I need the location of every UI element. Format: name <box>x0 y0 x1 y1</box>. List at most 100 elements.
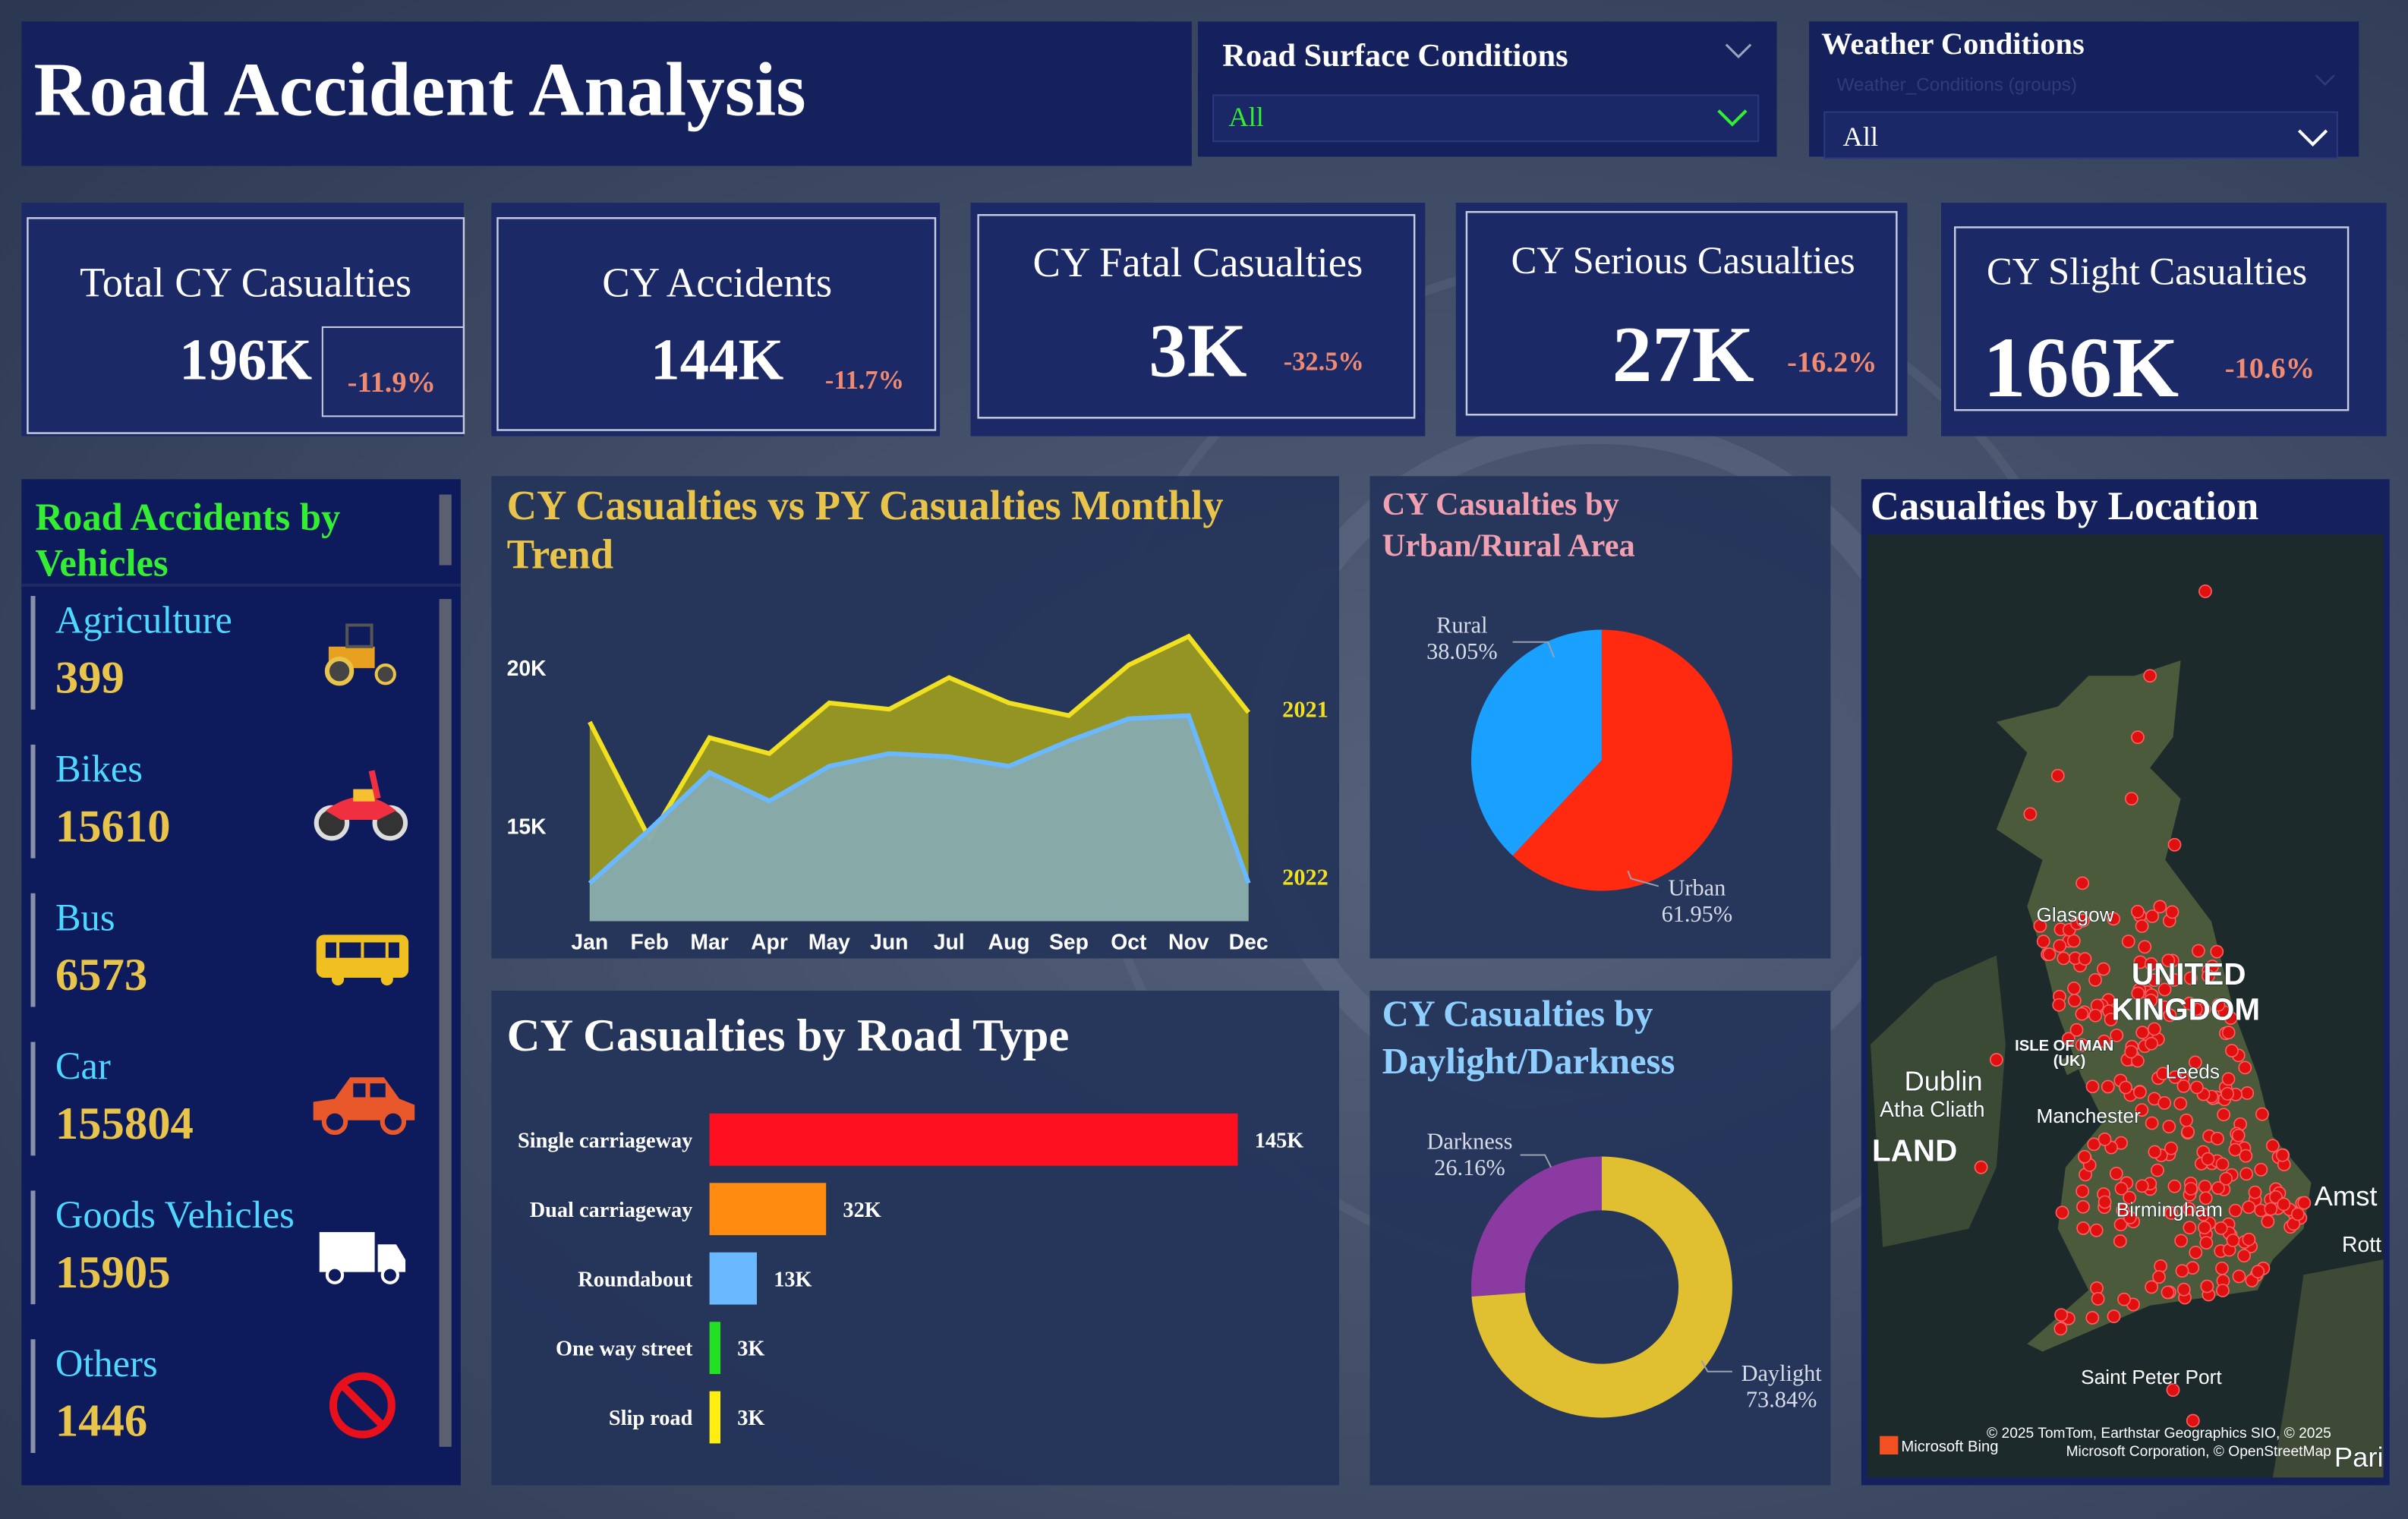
vehicle-value: 399 <box>55 652 124 703</box>
map-dot <box>2052 997 2066 1012</box>
vehicle-value: 6573 <box>55 950 147 1001</box>
item-accent <box>30 596 36 710</box>
map-label: Birmingham <box>2116 1198 2223 1221</box>
map-dot <box>2211 997 2226 1012</box>
map-dot <box>2221 1072 2236 1086</box>
slice <box>1471 1156 1732 1418</box>
map-dot <box>2109 1167 2123 1180</box>
map-dot <box>2188 1055 2202 1070</box>
map-dot <box>2201 1152 2215 1166</box>
icon-part <box>380 1265 399 1284</box>
map-label: Dublin <box>1904 1066 1982 1097</box>
map-dot <box>2033 919 2047 933</box>
map-dot <box>2124 792 2139 805</box>
map-dot <box>2130 1054 2145 1068</box>
slice-value: 26.16% <box>1434 1155 1505 1180</box>
map-dot <box>2036 934 2050 949</box>
icon-part <box>380 972 393 986</box>
map-dot <box>2075 1038 2089 1052</box>
map-dot <box>2075 1184 2090 1199</box>
map-dot <box>2240 1086 2255 1100</box>
map-attribution: Microsoft Corporation, © OpenStreetMap <box>2066 1444 2331 1460</box>
kpi-value: 166K <box>1983 320 2179 415</box>
filter-dropdown[interactable] <box>1823 111 2338 159</box>
map-dot <box>2075 876 2090 890</box>
x-tick-label: Sep <box>1049 930 1089 954</box>
map-dot <box>2097 1034 2111 1048</box>
icon-part <box>380 1108 407 1135</box>
map-dot <box>2237 1249 2251 1263</box>
kpi-label: CY Slight Casualties <box>1987 250 2307 292</box>
road-type-panel <box>491 991 1340 1486</box>
map-dot <box>2202 969 2215 983</box>
map-dot <box>2088 1008 2103 1023</box>
map-dot <box>2220 1086 2235 1101</box>
map-dot <box>2189 1080 2204 1095</box>
x-tick-label: Feb <box>631 930 669 954</box>
kpi-change: -11.9% <box>348 367 436 399</box>
filter-placeholder: Weather_Conditions (groups) <box>1836 74 2077 95</box>
map-dot <box>2121 934 2135 949</box>
map-dot <box>2167 1179 2182 1193</box>
map-dot <box>2131 986 2145 1001</box>
kpi-card <box>1941 203 2387 436</box>
kpi-card <box>1455 203 1908 436</box>
map-dot <box>2238 1060 2252 1075</box>
map-dot <box>2264 1202 2278 1216</box>
value-label: 3K <box>737 1338 764 1361</box>
vehicle-value: 1446 <box>55 1396 147 1447</box>
map <box>1870 585 2384 1478</box>
map-label: Glasgow <box>2036 903 2114 926</box>
kpi-box <box>321 326 465 418</box>
map-dot <box>2239 1167 2254 1181</box>
item-accent <box>30 1339 36 1453</box>
map-dot <box>1974 1160 1988 1174</box>
map-label: (UK) <box>2053 1053 2086 1070</box>
map-dot <box>2152 1270 2166 1284</box>
map-dot <box>2135 919 2149 933</box>
scrollbar[interactable] <box>439 494 452 566</box>
map-label: Manchester <box>2036 1105 2141 1127</box>
kpi-border <box>496 217 937 431</box>
map-dot <box>2117 1292 2131 1306</box>
scrollbar[interactable] <box>439 599 452 1447</box>
map-dot <box>2184 1182 2198 1196</box>
map-dot <box>2110 1028 2124 1042</box>
vehicle-icon <box>313 1077 415 1135</box>
map-dot <box>2265 1139 2280 1153</box>
map-dot <box>2167 837 2182 852</box>
item-accent <box>30 893 36 1007</box>
map-dot <box>2089 1223 2104 1237</box>
map-dot <box>2228 1142 2243 1157</box>
icon-part <box>324 656 355 686</box>
icon-part <box>345 623 373 648</box>
filter-chevron <box>2297 129 2328 147</box>
map-dot <box>2042 947 2057 962</box>
map-dot <box>2242 1200 2256 1215</box>
filter-chevron <box>1725 43 1752 59</box>
map-dot <box>2216 1284 2230 1297</box>
map-dot <box>2232 1269 2246 1284</box>
land-ireland <box>1870 955 2006 1247</box>
kpi-label: CY Serious Casualties <box>1511 239 1855 282</box>
vehicle-icon <box>324 623 396 686</box>
x-tick-label: Apr <box>751 930 788 954</box>
map-dot <box>2217 1108 2231 1122</box>
map-dot <box>2198 1180 2212 1193</box>
map-dot <box>2123 1210 2137 1224</box>
x-tick-label: Jul <box>934 930 965 954</box>
leader-line <box>1700 1360 1732 1372</box>
map-dot <box>2135 1179 2149 1193</box>
map-dot <box>2164 1206 2179 1220</box>
map-dot <box>2290 1207 2305 1221</box>
filter-dropdown[interactable] <box>1212 94 1760 143</box>
vehicle-value: 15610 <box>55 801 171 852</box>
map-attribution: © 2025 TomTom, Earthstar Geographics SIO… <box>1987 1426 2331 1442</box>
map-dot <box>2231 1128 2246 1142</box>
map-dot <box>2078 952 2092 966</box>
icon-part <box>377 1244 406 1272</box>
map-dot <box>2175 1264 2189 1278</box>
chart-title: CY Casualties by Urban/Rural Area <box>1382 487 1635 564</box>
map-dot <box>2055 1205 2069 1220</box>
kpi-change: -16.2% <box>1787 347 1877 379</box>
